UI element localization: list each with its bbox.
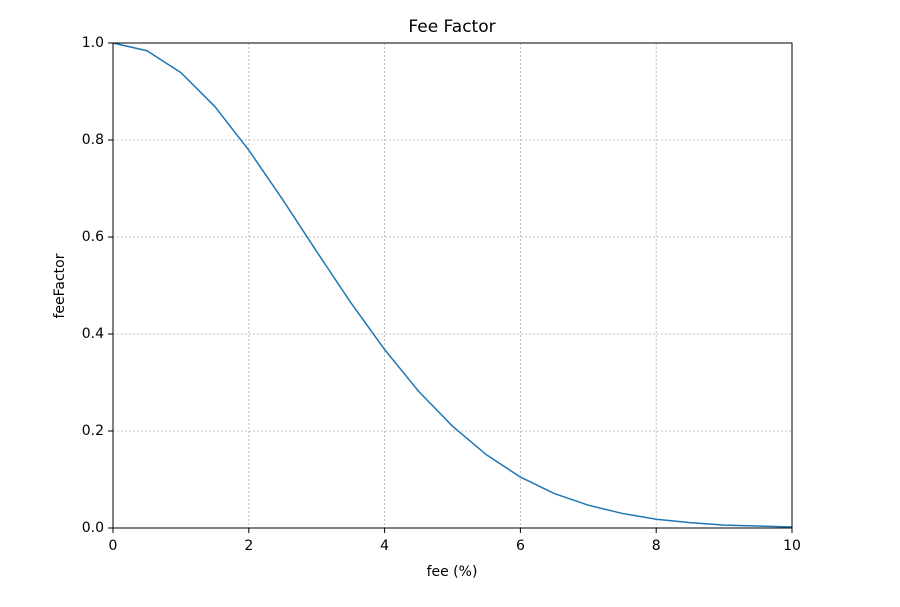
y-tick-label: 0.6 — [82, 229, 104, 245]
y-tick-label: 0.4 — [82, 326, 104, 342]
y-axis-label: feeFactor — [52, 253, 68, 318]
x-tick-label: 8 — [652, 538, 661, 554]
y-tick-label: 0.8 — [82, 132, 104, 148]
line — [112, 42, 793, 528]
plot-frame — [112, 42, 793, 529]
y-tick-label: 1.0 — [82, 35, 104, 51]
chart-title: Fee Factor — [408, 17, 495, 37]
x-tick-label: 4 — [380, 538, 389, 554]
y-tick-label: 0.2 — [82, 423, 104, 439]
x-tick-label: 0 — [109, 538, 118, 554]
y-tick-label: 0.0 — [82, 520, 104, 536]
x-tick-label: 6 — [516, 538, 525, 554]
x-axis-label: fee (%) — [427, 564, 478, 580]
x-tick-label: 10 — [783, 538, 801, 554]
x-tick-label: 2 — [244, 538, 253, 554]
